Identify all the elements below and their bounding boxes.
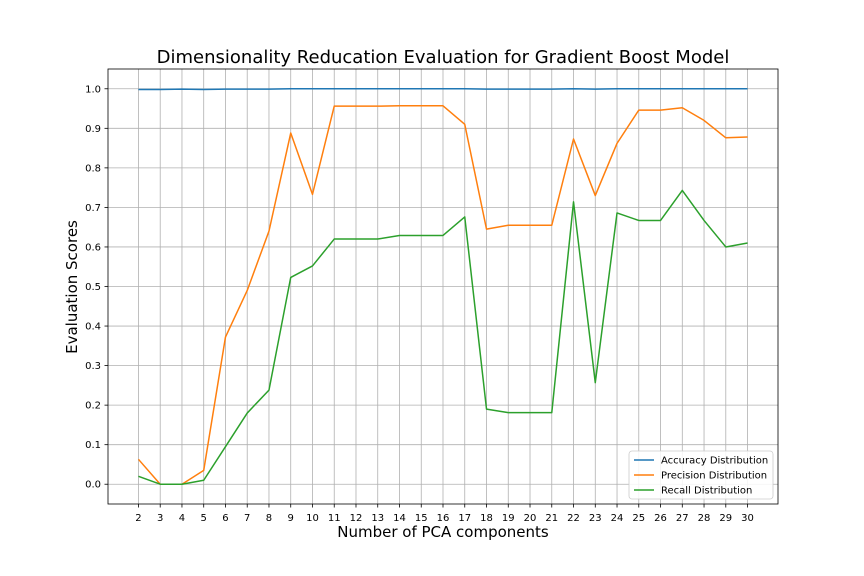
series-line-recall	[138, 189, 748, 485]
series-lines	[137, 88, 748, 485]
legend-label-precision: Precision Distribution	[661, 471, 767, 482]
x-tick-label: 9	[288, 513, 294, 524]
y-tick-label: 0.0	[85, 480, 101, 491]
x-axis-ticks: 2 3 4 5 6 7 8 9 10 11 12 13 14 15 16 17 18 19 20 21 22 23 24 25…	[135, 504, 754, 524]
y-tick-label: 0.1	[85, 440, 101, 451]
x-tick-label: 25	[632, 513, 645, 524]
y-tick-label: 0.7	[85, 203, 101, 214]
x-tick-label: 27	[676, 513, 689, 524]
x-tick-label: 23	[589, 513, 602, 524]
x-tick-label: 24	[611, 513, 624, 524]
legend: Accuracy Distribution Precision Distribut…	[628, 450, 774, 500]
y-tick-label: 0.8	[85, 163, 101, 174]
x-tick-label: 30	[741, 513, 754, 524]
x-tick-label: 26	[654, 513, 667, 524]
x-tick-label: 15	[415, 513, 428, 524]
x-tick-label: 16	[437, 513, 450, 524]
x-tick-label: 17	[458, 513, 471, 524]
y-tick-label: 1.0	[85, 84, 101, 95]
x-tick-label: 13	[371, 513, 384, 524]
x-tick-label: 18	[480, 513, 493, 524]
x-tick-label: 6	[222, 513, 228, 524]
chart-title: Dimensionality Reducation Evaluation for…	[157, 47, 730, 68]
x-tick-label: 8	[266, 513, 272, 524]
y-tick-label: 0.9	[85, 124, 101, 135]
x-tick-label: 14	[393, 513, 406, 524]
x-tick-label: 21	[545, 513, 558, 524]
x-tick-label: 28	[698, 513, 711, 524]
x-tick-label: 5	[201, 513, 207, 524]
x-tick-label: 22	[567, 513, 580, 524]
y-tick-label: 0.6	[85, 242, 101, 253]
y-axis-label: Evaluation Scores	[63, 220, 81, 354]
legend-label-accuracy: Accuracy Distribution	[661, 456, 768, 467]
series-line-accuracy	[138, 88, 748, 91]
grid	[108, 69, 778, 504]
x-tick-label: 2	[135, 513, 141, 524]
x-tick-label: 12	[350, 513, 363, 524]
x-tick-label: 19	[502, 513, 515, 524]
x-tick-label: 11	[328, 513, 341, 524]
y-axis-ticks: 0.0 0.1 0.2 0.3 0.4 0.5 0.6 0.7 0.8 0.9 1.0	[85, 84, 108, 491]
legend-label-recall: Recall Distribution	[661, 486, 752, 497]
series-line-precision	[137, 105, 748, 485]
y-tick-label: 0.3	[85, 361, 101, 372]
y-tick-label: 0.2	[85, 401, 101, 412]
legend-box	[628, 450, 774, 500]
y-tick-label: 0.5	[85, 282, 101, 293]
x-tick-label: 4	[179, 513, 185, 524]
x-tick-label: 7	[244, 513, 250, 524]
x-tick-label: 29	[719, 513, 732, 524]
x-tick-label: 20	[524, 513, 537, 524]
x-tick-label: 3	[157, 513, 163, 524]
y-tick-label: 0.4	[85, 322, 101, 333]
x-tick-label: 10	[306, 513, 319, 524]
x-axis-label: Number of PCA components	[337, 523, 549, 541]
